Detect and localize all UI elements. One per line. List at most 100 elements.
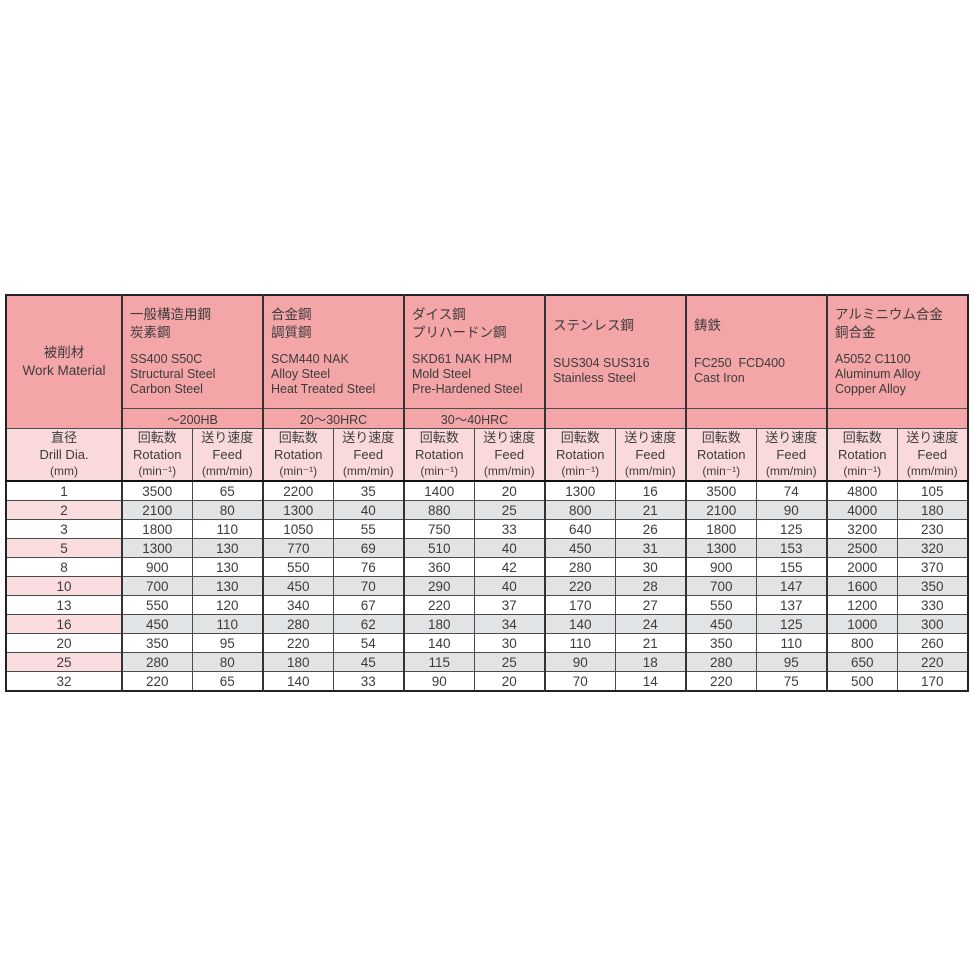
feed-value: 14 [614,671,687,692]
feed-value: 330 [896,595,969,615]
feed-value: 370 [896,557,969,577]
rotation-value: 880 [403,500,475,520]
label-en: Rotation [415,446,464,462]
rotation-header-3: 回転数 Rotation (min⁻¹) [403,428,475,482]
material-header-row: 被削材 Work Material 一般構造用鋼 炭素鋼 SS400 S50C Str… [5,294,969,429]
label-ja: 送り速度 [765,429,818,445]
rotation-value: 140 [403,633,475,653]
label-en: Feed [917,446,948,462]
rotation-value: 290 [403,576,475,596]
data-row-dia-1: 1 3500 65 2200 35 1400 20 1300 16 3500 74 4800 105 [5,480,969,501]
drill-dia-unit: (mm) [50,463,78,478]
rotation-value: 280 [121,652,193,672]
label-ja: 回転数 [419,429,459,445]
table-body: 1 3500 65 2200 35 1400 20 1300 16 3500 74 4800 105 2 2… [5,480,969,692]
data-row-dia-16: 16 450 110 280 62 180 34 140 24 450 125 1000 300 [5,614,969,634]
rotation-value: 900 [685,557,757,577]
material-name-en: SKD61 NAK HPM Mold Steel Pre-Hardened Stee… [412,351,523,397]
label-unit: (mm/min) [342,463,394,478]
material-name-en: SS400 S50C Structural Steel Carbon Steel [130,351,216,397]
rotation-value: 220 [685,671,757,692]
hardness-cell-2: 20～30HRC [262,408,405,429]
feed-value: 70 [332,576,405,596]
material-header-content: ダイス鋼 プリハードン鋼 SKD61 NAK HPM Mold Steel Pre-Ha… [406,296,544,408]
rotation-value: 1800 [121,519,193,539]
feed-value: 16 [614,480,687,501]
rotation-header-4: 回転数 Rotation (min⁻¹) [544,428,616,482]
feed-value: 105 [896,480,969,501]
rotation-value: 220 [403,595,475,615]
feed-value: 40 [473,538,546,558]
rotation-value: 2500 [826,538,898,558]
rotation-value: 3500 [121,480,193,501]
rotation-value: 140 [262,671,334,692]
dia-cell: 25 [5,652,123,672]
dia-cell: 32 [5,671,123,692]
material-name-en: SCM440 NAK Alloy Steel Heat Treated Steel [271,351,376,397]
rotation-value: 2200 [262,480,334,501]
label-en: Rotation [556,446,605,462]
rotation-value: 220 [121,671,193,692]
material-header-6: アルミニウム合金 銅合金 A5052 C1100 Aluminum Alloy Copp… [826,294,969,409]
feed-value: 95 [191,633,264,653]
dia-cell: 2 [5,500,123,520]
label-en: Rotation [133,446,182,462]
material-name-ja: 一般構造用鋼 炭素鋼 [130,307,211,340]
rotation-value: 1300 [685,538,757,558]
feed-value: 20 [473,480,546,501]
column-subheader-row: 直径 Drill Dia. (mm) 回転数 Rotation (min⁻¹) 送り速… [5,428,969,482]
rotation-value: 280 [262,614,334,634]
feed-value: 35 [332,480,405,501]
feed-value: 40 [332,500,405,520]
feed-value: 147 [755,576,828,596]
rotation-value: 110 [544,633,616,653]
feed-value: 37 [473,595,546,615]
feed-value: 155 [755,557,828,577]
label-ja: 回転数 [701,429,741,445]
dia-cell: 5 [5,538,123,558]
feed-value: 153 [755,538,828,558]
rotation-value: 280 [544,557,616,577]
rotation-header-2: 回転数 Rotation (min⁻¹) [262,428,334,482]
corner-cell-work-material: 被削材 Work Material [5,294,123,429]
rotation-value: 1050 [262,519,334,539]
rotation-value: 550 [121,595,193,615]
rotation-value: 1300 [121,538,193,558]
data-row-dia-3: 3 1800 110 1050 55 750 33 640 26 1800 125 3200 230 [5,519,969,539]
feed-value: 62 [332,614,405,634]
label-unit: (min⁻¹) [279,463,318,478]
dia-cell: 3 [5,519,123,539]
rotation-value: 140 [544,614,616,634]
rotation-value: 220 [262,633,334,653]
rotation-value: 90 [403,671,475,692]
hardness-cell-6 [826,408,969,429]
drill-dia-label-en: Drill Dia. [39,446,89,462]
rotation-value: 1200 [826,595,898,615]
rotation-header-5: 回転数 Rotation (min⁻¹) [685,428,757,482]
feed-header-1: 送り速度 Feed (mm/min) [191,428,264,482]
rotation-value: 900 [121,557,193,577]
feed-header-3: 送り速度 Feed (mm/min) [473,428,546,482]
material-name-en: SUS304 SUS316 Stainless Steel [553,356,650,386]
label-ja: 回転数 [560,429,600,445]
hardness-cell-3: 30～40HRC [403,408,546,429]
label-ja: 送り速度 [624,429,677,445]
label-unit: (min⁻¹) [420,463,459,478]
feed-value: 300 [896,614,969,634]
material-name-ja: ダイス鋼 プリハードン鋼 [412,307,507,340]
material-header-content: 一般構造用鋼 炭素鋼 SS400 S50C Structural Steel Carbo… [124,296,262,408]
dia-cell: 20 [5,633,123,653]
label-unit: (min⁻¹) [702,463,741,478]
label-ja: 回転数 [842,429,882,445]
hardness-row: ～200HB 20～30HRC 30～40HRC [6,408,969,429]
label-unit: (min⁻¹) [561,463,600,478]
rotation-value: 220 [544,576,616,596]
label-en: Rotation [838,446,887,462]
material-header-content: アルミニウム合金 銅合金 A5052 C1100 Aluminum Alloy Copp… [829,296,967,408]
feed-value: 120 [191,595,264,615]
rotation-value: 3500 [685,480,757,501]
rotation-value: 2000 [826,557,898,577]
rotation-value: 550 [262,557,334,577]
rotation-value: 450 [544,538,616,558]
data-row-dia-5: 5 1300 130 770 69 510 40 450 31 1300 153 2500 320 [5,538,969,558]
